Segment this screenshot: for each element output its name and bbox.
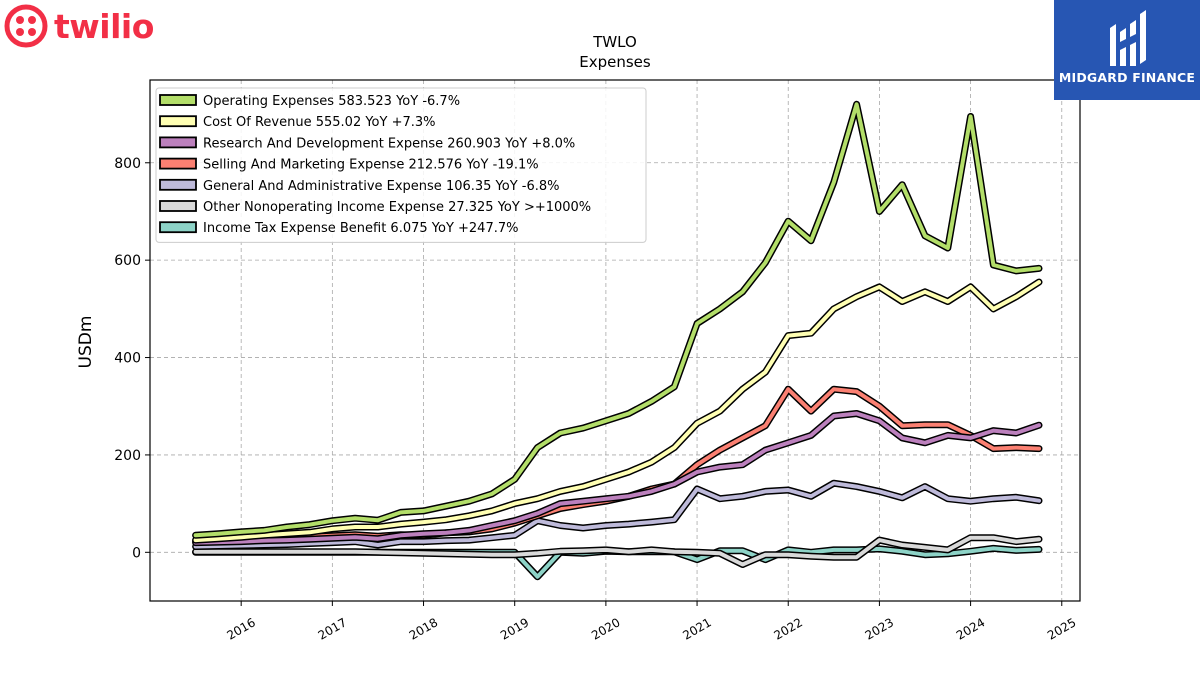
y-tick-label: 400 xyxy=(114,351,141,367)
series-operating-expenses xyxy=(192,100,1043,539)
x-tick-label: 2021 xyxy=(680,615,713,642)
legend-swatch xyxy=(159,136,197,149)
legend-swatch xyxy=(159,200,197,212)
series-line xyxy=(193,102,1041,538)
series-line xyxy=(193,280,1041,543)
legend-entry: Selling And Marketing Expense 212.576 Yo… xyxy=(203,158,539,173)
y-axis-label: USDm xyxy=(76,316,96,369)
twilio-logo-icon xyxy=(4,4,48,48)
legend-box xyxy=(155,87,647,243)
series-line xyxy=(193,481,1041,549)
legend-swatch xyxy=(159,221,197,234)
twilio-logo: twilio xyxy=(4,4,154,48)
x-tick-label: 2023 xyxy=(863,615,896,642)
legend-swatch xyxy=(159,94,197,106)
chart-subtitle: Expenses xyxy=(579,53,651,71)
series-line xyxy=(193,535,1041,567)
chart-title: TWLO xyxy=(592,33,637,51)
midgard-logo-icon xyxy=(1110,10,1146,66)
x-tick-label: 2017 xyxy=(316,615,349,642)
y-tick-label: 600 xyxy=(114,253,141,269)
x-tick-label: 2022 xyxy=(772,615,805,642)
legend-entry: Operating Expenses 583.523 YoY -6.7% xyxy=(203,94,460,109)
series-other-nonoperating-income-expense xyxy=(192,534,1043,568)
y-tick-label: 800 xyxy=(114,156,141,172)
series-line-outline xyxy=(192,385,1043,546)
series-selling-and-marketing-expense xyxy=(192,385,1043,546)
series-cost-of-revenue xyxy=(192,278,1043,544)
series-layer xyxy=(192,100,1043,581)
legend-swatch xyxy=(159,115,197,128)
y-tick-label: 0 xyxy=(132,545,141,561)
x-tick-label: 2019 xyxy=(498,615,531,642)
legend-entry: Cost Of Revenue 555.02 YoY +7.3% xyxy=(203,115,436,130)
legend-entry: General And Administrative Expense 106.3… xyxy=(203,179,560,194)
midgard-logo-text: MIDGARD FINANCE xyxy=(1058,70,1196,85)
legend-entry: Other Nonoperating Income Expense 27.325… xyxy=(203,200,591,215)
midgard-finance-logo: MIDGARD FINANCE xyxy=(1054,0,1200,100)
twilio-logo-text: twilio xyxy=(54,6,154,46)
x-tick-label: 2018 xyxy=(407,615,440,642)
legend-entry: Income Tax Expense Benefit 6.075 YoY +24… xyxy=(203,221,518,236)
x-tick-label: 2024 xyxy=(954,615,987,642)
series-line xyxy=(193,387,1041,544)
y-tick-label: 200 xyxy=(114,448,141,464)
x-tick-label: 2016 xyxy=(224,615,257,642)
x-tick-label: 2025 xyxy=(1045,615,1078,642)
y-axis: 0 200 400 600 800 xyxy=(114,156,150,561)
series-line xyxy=(193,411,1041,545)
x-axis: 2016 2017 2018 2019 2020 2021 2022 2023 2024 2025 xyxy=(224,601,1078,643)
series-general-and-administrative-expense xyxy=(192,479,1043,550)
legend: Operating Expenses 583.523 YoY -6.7% Cost… xyxy=(155,87,647,243)
legend-entry: Research And Development Expense 260.903… xyxy=(203,136,575,151)
plot-frame xyxy=(149,79,1081,602)
legend-swatch xyxy=(159,157,197,170)
x-tick-label: 2020 xyxy=(589,615,622,642)
series-research-and-development-expense xyxy=(192,410,1043,547)
legend-swatch xyxy=(159,178,197,191)
